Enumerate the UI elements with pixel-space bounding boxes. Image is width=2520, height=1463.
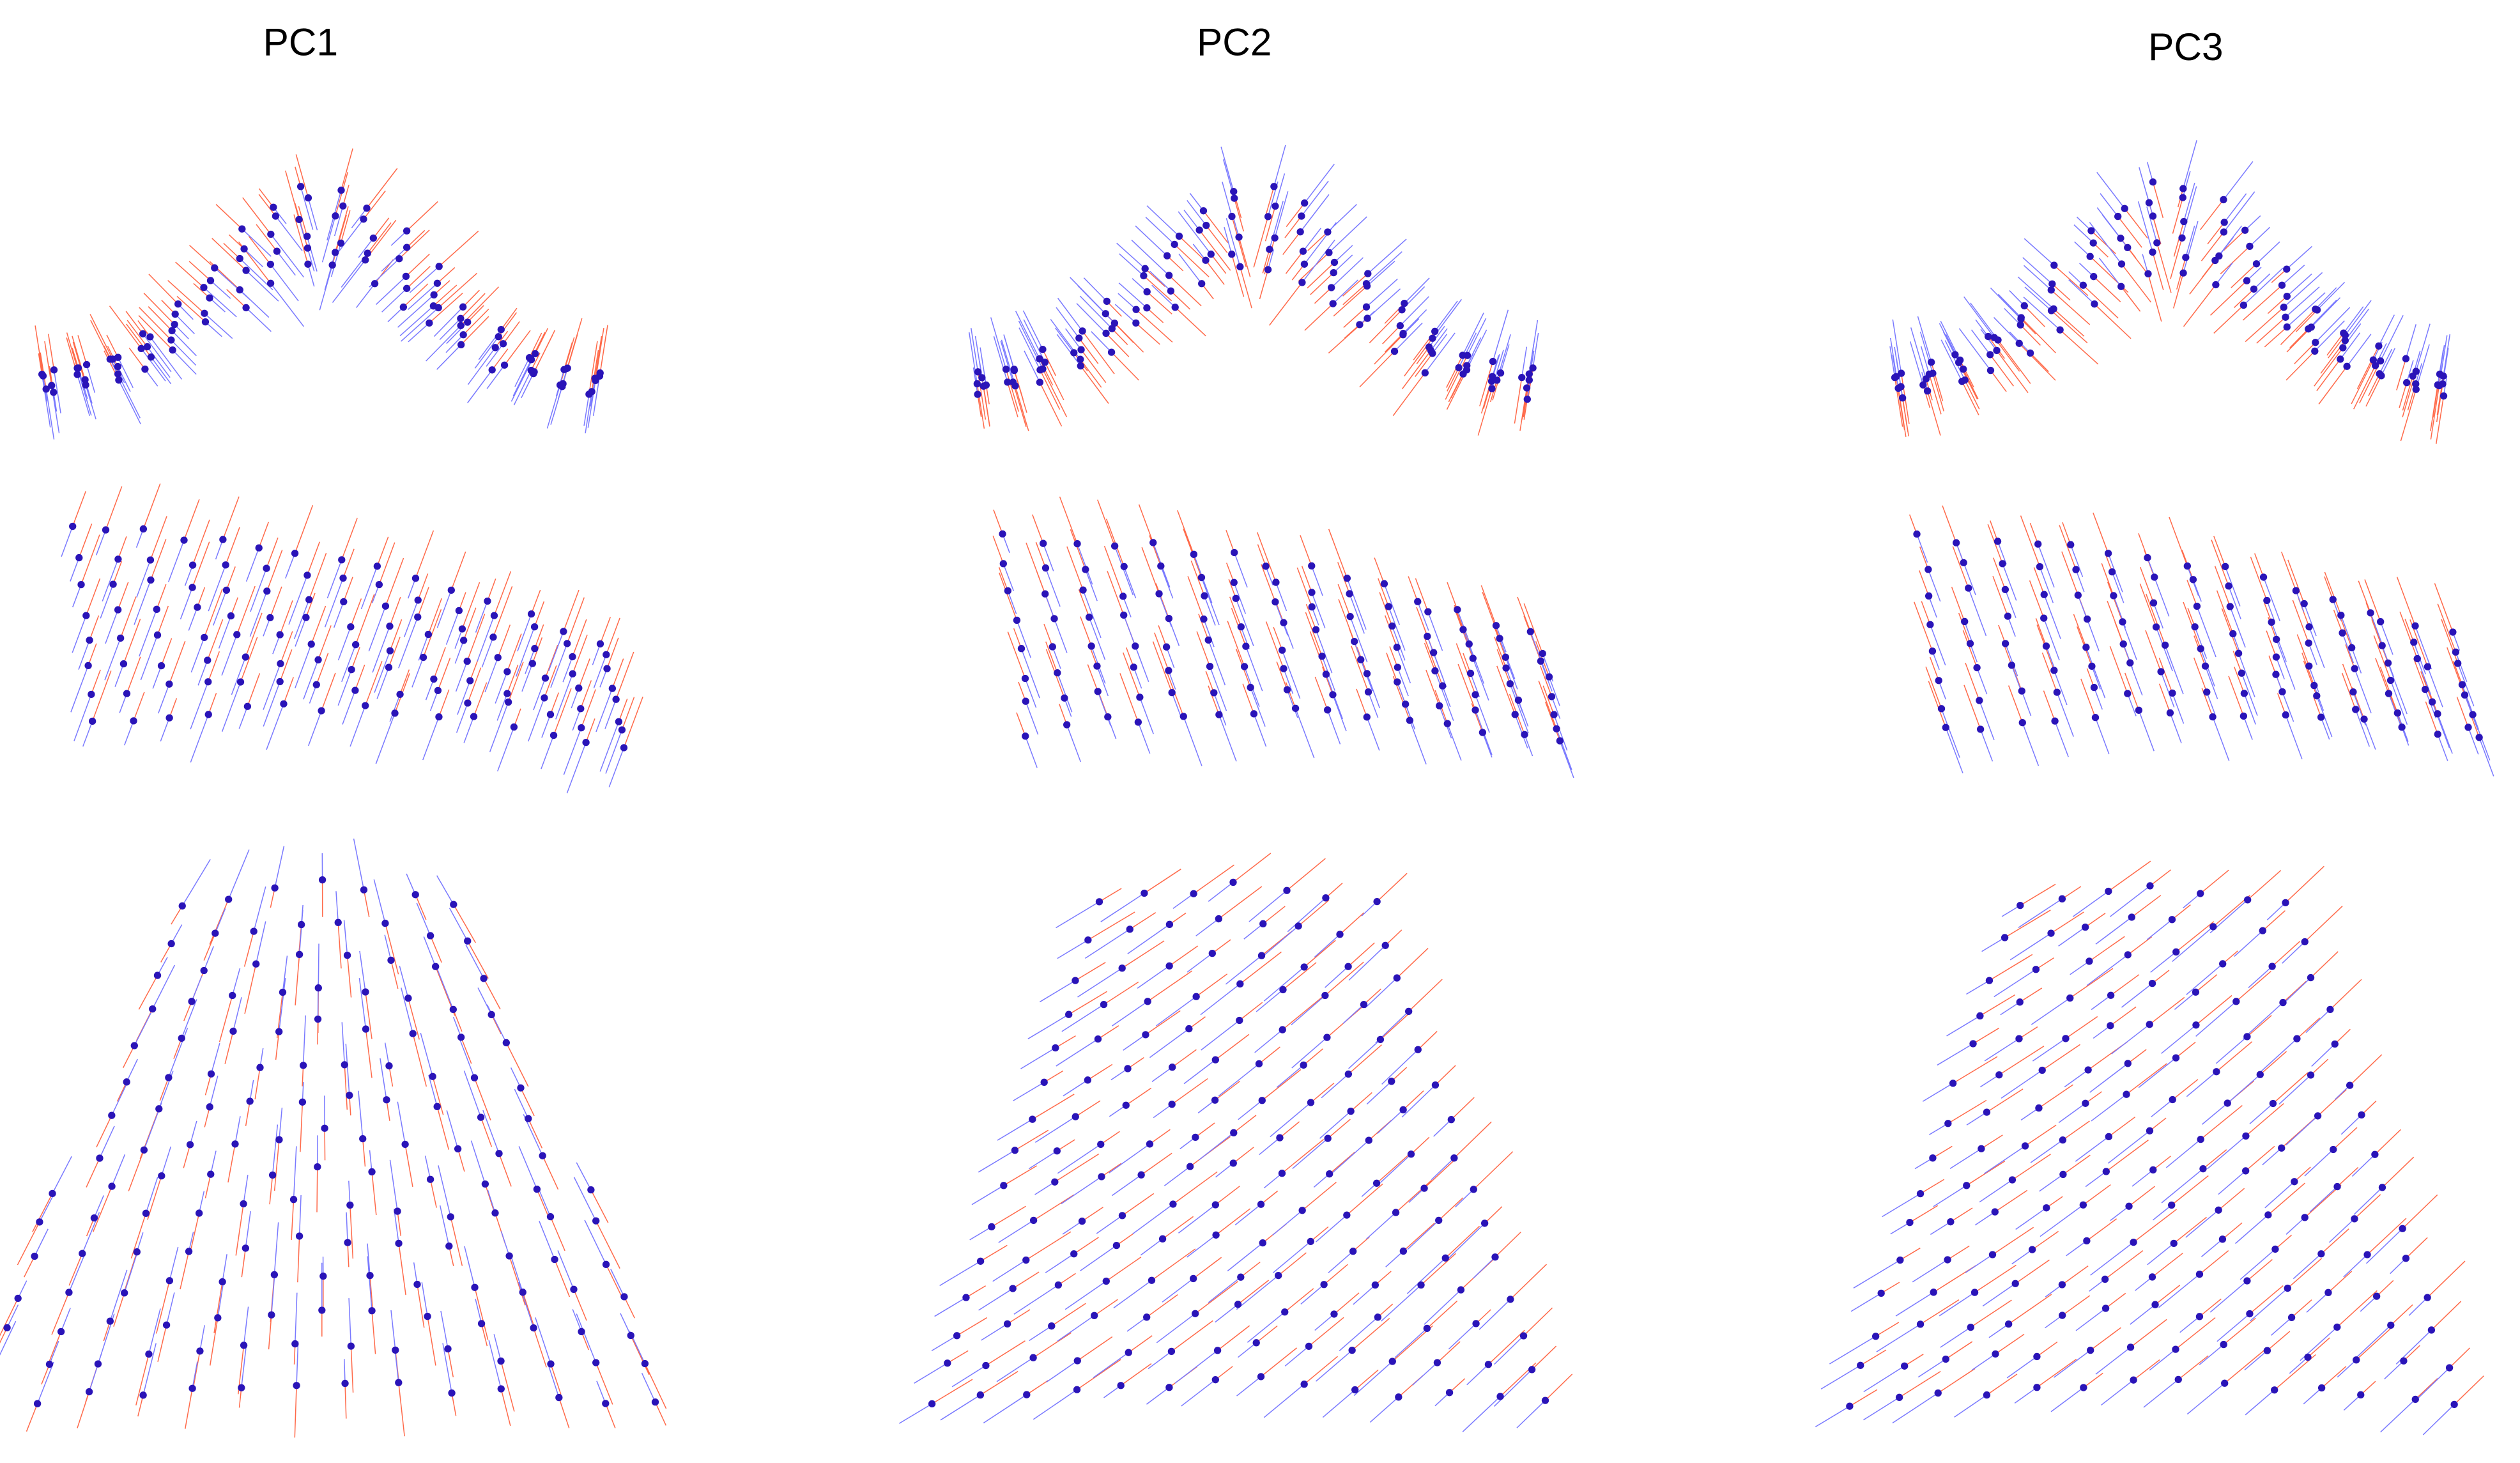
vector-red xyxy=(976,186,1533,436)
vector-blue xyxy=(0,839,656,1404)
vector-red xyxy=(72,483,643,748)
vector-blue xyxy=(1815,885,2455,1436)
column-title: PC3 xyxy=(2148,25,2223,68)
vector-red xyxy=(1909,505,2480,738)
points xyxy=(1891,178,2448,402)
column-title: PC1 xyxy=(263,20,338,63)
points xyxy=(38,183,604,398)
points xyxy=(973,183,1537,403)
vector-blue xyxy=(968,144,1539,399)
points xyxy=(3,876,659,1407)
vector-red xyxy=(1849,860,2484,1407)
vector-red xyxy=(0,879,667,1438)
points xyxy=(999,530,1564,745)
vector-red xyxy=(992,497,1561,741)
vector-red xyxy=(932,853,1573,1405)
vector-blue xyxy=(1889,140,2451,398)
points xyxy=(1846,882,2458,1410)
points xyxy=(1913,530,2483,741)
vector-blue xyxy=(61,526,625,794)
column-title: PC2 xyxy=(1197,20,1272,63)
points xyxy=(69,522,628,752)
points xyxy=(928,878,1549,1408)
vector-red xyxy=(35,148,608,394)
vector-blue xyxy=(898,881,1546,1432)
